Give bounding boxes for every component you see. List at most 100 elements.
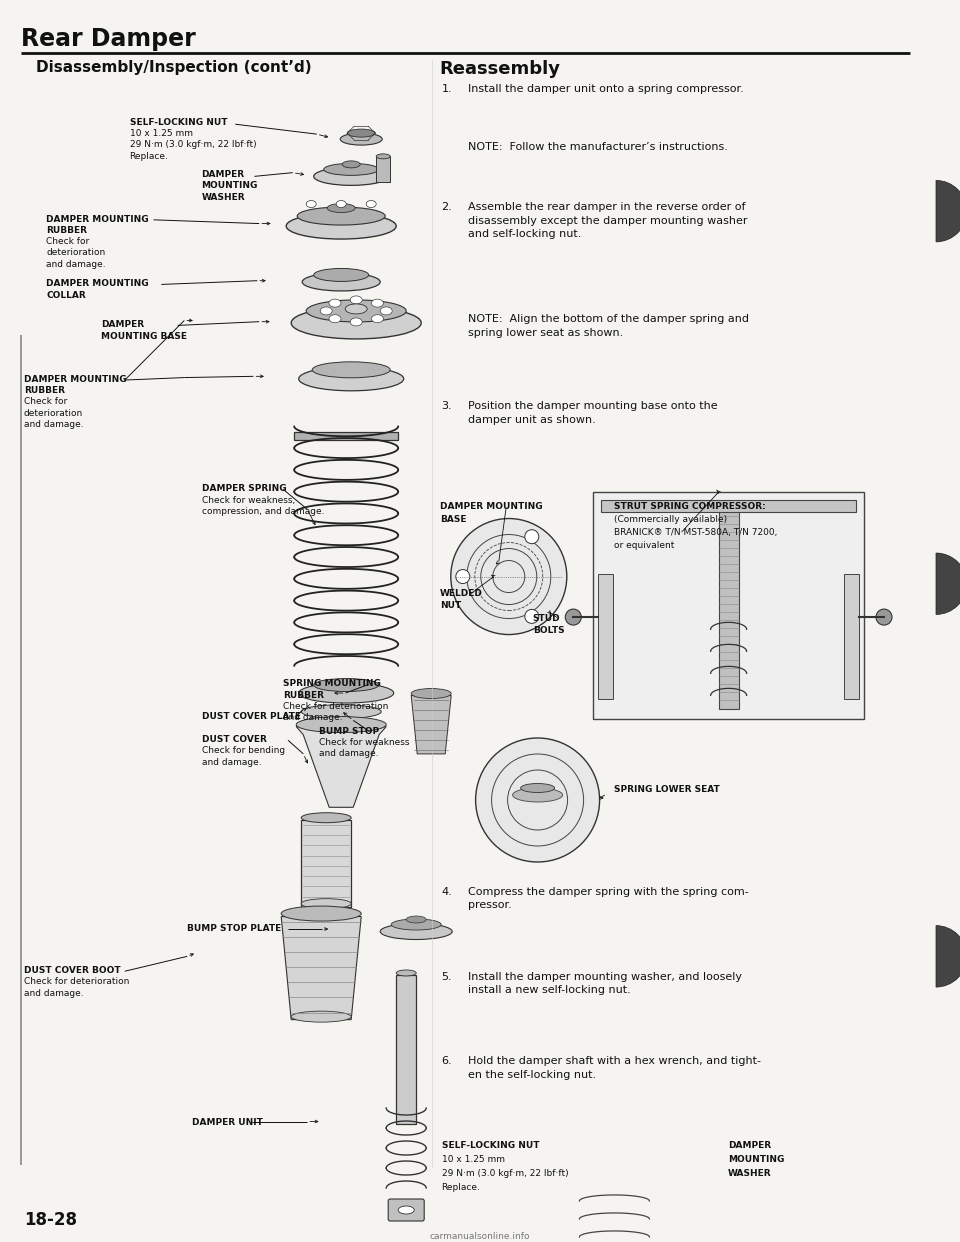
Text: 10 x 1.25 mm: 10 x 1.25 mm — [130, 129, 193, 138]
FancyBboxPatch shape — [388, 1199, 424, 1221]
Circle shape — [456, 570, 469, 584]
FancyBboxPatch shape — [719, 502, 738, 709]
Text: Replace.: Replace. — [130, 152, 168, 160]
Wedge shape — [936, 925, 960, 987]
Ellipse shape — [329, 299, 341, 307]
Ellipse shape — [406, 917, 426, 923]
Text: Check for: Check for — [46, 237, 89, 246]
Ellipse shape — [306, 200, 316, 207]
Text: deterioration: deterioration — [46, 248, 106, 257]
Text: SELF-LOCKING NUT: SELF-LOCKING NUT — [130, 118, 228, 127]
Text: and damage.: and damage. — [24, 989, 84, 997]
Ellipse shape — [321, 307, 332, 315]
Text: compression, and damage.: compression, and damage. — [202, 507, 324, 515]
Ellipse shape — [301, 899, 351, 909]
Ellipse shape — [301, 812, 351, 822]
Circle shape — [565, 609, 581, 625]
Ellipse shape — [392, 919, 442, 930]
Ellipse shape — [329, 314, 341, 323]
Ellipse shape — [398, 1206, 414, 1213]
Ellipse shape — [298, 207, 385, 225]
Text: BOLTS: BOLTS — [533, 626, 564, 635]
Ellipse shape — [380, 307, 393, 315]
Text: 3.: 3. — [442, 401, 452, 411]
Text: BASE: BASE — [440, 515, 467, 524]
Ellipse shape — [513, 787, 563, 802]
Text: DAMPER: DAMPER — [202, 170, 245, 179]
Ellipse shape — [314, 678, 378, 692]
Text: SPRING MOUNTING: SPRING MOUNTING — [283, 679, 381, 688]
Ellipse shape — [312, 361, 390, 378]
Text: and damage.: and damage. — [319, 749, 378, 758]
Polygon shape — [297, 727, 386, 807]
Text: WASHER: WASHER — [202, 193, 245, 201]
Ellipse shape — [350, 318, 362, 325]
Text: RUBBER: RUBBER — [283, 691, 324, 699]
Ellipse shape — [299, 683, 394, 703]
Circle shape — [475, 738, 600, 862]
Ellipse shape — [396, 970, 417, 976]
Text: Check for bending: Check for bending — [202, 746, 285, 755]
Ellipse shape — [372, 314, 383, 323]
Text: Reassembly: Reassembly — [440, 60, 561, 77]
Ellipse shape — [314, 268, 369, 282]
Ellipse shape — [376, 154, 390, 159]
FancyBboxPatch shape — [593, 492, 864, 719]
Ellipse shape — [346, 304, 367, 314]
Text: MOUNTING: MOUNTING — [202, 181, 258, 190]
Text: DAMPER: DAMPER — [101, 320, 144, 329]
Text: and damage.: and damage. — [46, 260, 106, 268]
Text: 29 N·m (3.0 kgf·m, 22 lbf·ft): 29 N·m (3.0 kgf·m, 22 lbf·ft) — [442, 1169, 568, 1177]
Text: Install the damper unit onto a spring compressor.: Install the damper unit onto a spring co… — [468, 84, 744, 94]
Polygon shape — [411, 696, 451, 754]
Ellipse shape — [281, 907, 361, 922]
FancyBboxPatch shape — [844, 574, 859, 699]
Text: DAMPER: DAMPER — [728, 1141, 771, 1150]
Text: deterioration: deterioration — [24, 409, 84, 417]
Text: DUST COVER BOOT: DUST COVER BOOT — [24, 966, 121, 975]
Ellipse shape — [314, 168, 389, 185]
Text: 5.: 5. — [442, 971, 452, 981]
Text: STRUT SPRING COMPRESSOR:: STRUT SPRING COMPRESSOR: — [614, 502, 766, 510]
Text: STUD: STUD — [533, 614, 561, 622]
Text: WELDED: WELDED — [440, 589, 483, 597]
Text: WASHER: WASHER — [728, 1169, 771, 1177]
Text: 18-28: 18-28 — [24, 1211, 77, 1228]
Text: and damage.: and damage. — [202, 758, 261, 766]
Ellipse shape — [301, 704, 381, 719]
FancyBboxPatch shape — [396, 975, 417, 1124]
Ellipse shape — [302, 273, 380, 291]
Text: BUMP STOP PLATE: BUMP STOP PLATE — [187, 924, 281, 933]
Text: DAMPER SPRING: DAMPER SPRING — [202, 484, 286, 493]
Ellipse shape — [411, 688, 451, 698]
Text: (Commercially available): (Commercially available) — [614, 515, 728, 524]
Ellipse shape — [350, 296, 362, 304]
Ellipse shape — [306, 299, 406, 322]
Text: DAMPER MOUNTING: DAMPER MOUNTING — [440, 502, 542, 510]
Ellipse shape — [380, 924, 452, 939]
Text: MOUNTING: MOUNTING — [728, 1155, 784, 1164]
FancyBboxPatch shape — [376, 156, 390, 183]
Circle shape — [451, 519, 566, 635]
Ellipse shape — [286, 214, 396, 238]
Circle shape — [525, 529, 539, 544]
Circle shape — [525, 610, 539, 623]
Text: Position the damper mounting base onto the
damper unit as shown.: Position the damper mounting base onto t… — [468, 401, 718, 425]
Text: Hold the damper shaft with a hex wrench, and tight-
en the self-locking nut.: Hold the damper shaft with a hex wrench,… — [468, 1056, 761, 1079]
Ellipse shape — [342, 161, 360, 168]
Text: COLLAR: COLLAR — [46, 291, 85, 299]
Text: and damage.: and damage. — [283, 713, 343, 722]
Ellipse shape — [372, 299, 383, 307]
Circle shape — [876, 609, 892, 625]
Text: BUMP STOP: BUMP STOP — [319, 727, 379, 735]
FancyBboxPatch shape — [601, 501, 856, 512]
FancyBboxPatch shape — [0, 0, 922, 1242]
Ellipse shape — [340, 133, 382, 145]
Ellipse shape — [299, 366, 404, 391]
Ellipse shape — [327, 204, 355, 212]
FancyBboxPatch shape — [301, 820, 351, 907]
Text: RUBBER: RUBBER — [46, 226, 87, 235]
Text: Compress the damper spring with the spring com-
pressor.: Compress the damper spring with the spri… — [468, 887, 749, 910]
Text: Install the damper mounting washer, and loosely
install a new self-locking nut.: Install the damper mounting washer, and … — [468, 971, 742, 995]
Text: Check for weakness,: Check for weakness, — [202, 496, 295, 504]
